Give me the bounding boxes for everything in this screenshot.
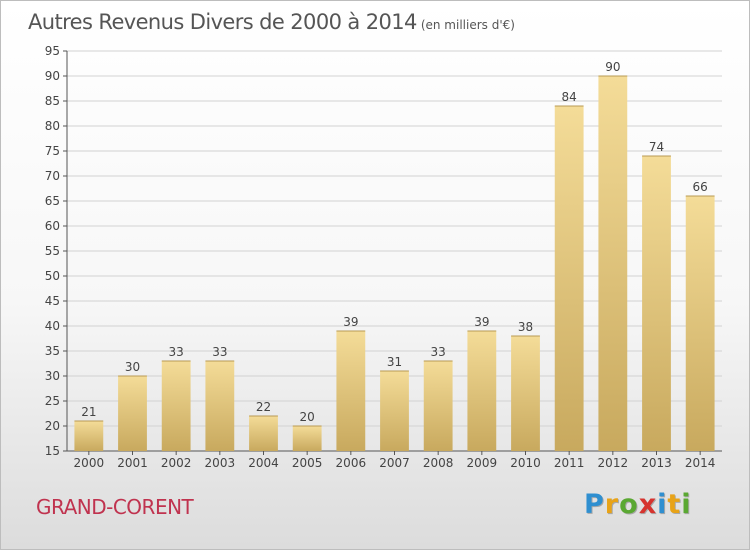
x-tick-label: 2005: [292, 456, 323, 470]
bar-value-label: 39: [343, 315, 358, 329]
bar-value-label: 90: [605, 60, 620, 74]
bar: [249, 416, 278, 451]
bar-value-label: 31: [387, 355, 402, 369]
x-tick-label: 2012: [598, 456, 629, 470]
bar-value-label: 66: [693, 180, 708, 194]
chart-unit: (en milliers d'€): [420, 18, 515, 32]
bar: [380, 371, 409, 451]
y-tick-label: 30: [45, 369, 60, 383]
y-tick-label: 40: [45, 319, 60, 333]
bar-value-label: 33: [212, 345, 227, 359]
logo-letter: i: [681, 489, 692, 520]
x-tick-label: 2013: [641, 456, 672, 470]
bar: [336, 331, 366, 451]
y-tick-label: 15: [45, 444, 60, 458]
bar: [511, 336, 540, 451]
y-tick-label: 70: [45, 169, 60, 183]
bar: [642, 156, 671, 451]
commune-name: GRAND-CORENT: [36, 495, 194, 519]
logo-letter: x: [638, 489, 658, 520]
y-tick-label: 50: [45, 269, 60, 283]
bar: [685, 196, 715, 451]
bar: [554, 106, 584, 451]
bar: [205, 361, 235, 451]
bar: [118, 376, 147, 451]
bar-value-label: 33: [431, 345, 446, 359]
logo-letter: o: [619, 489, 639, 520]
logo-letter: P: [584, 489, 605, 520]
x-tick-label: 2014: [685, 456, 716, 470]
y-tick-label: 80: [45, 119, 60, 133]
x-tick-label: 2004: [248, 456, 279, 470]
proxiti-logo: Proxiti: [584, 489, 692, 520]
chart-title: Autres Revenus Divers de 2000 à 2014 (en …: [28, 10, 515, 34]
bar-value-label: 84: [562, 90, 577, 104]
y-tick-label: 65: [45, 194, 60, 208]
bar-value-label: 74: [649, 140, 664, 154]
y-tick-label: 90: [45, 69, 60, 83]
x-tick-label: 2011: [554, 456, 585, 470]
y-tick-label: 95: [45, 44, 60, 58]
x-tick-label: 2003: [205, 456, 236, 470]
bar-value-label: 30: [125, 360, 140, 374]
bar: [161, 361, 191, 451]
bar: [598, 76, 628, 451]
y-tick-label: 85: [45, 94, 60, 108]
bar-value-label: 21: [81, 405, 96, 419]
x-tick-label: 2006: [336, 456, 367, 470]
bar-value-label: 38: [518, 320, 533, 334]
bar-value-label: 33: [169, 345, 184, 359]
y-tick-label: 45: [45, 294, 60, 308]
y-tick-label: 55: [45, 244, 60, 258]
x-tick-label: 2009: [467, 456, 498, 470]
logo-letter: t: [667, 489, 682, 520]
x-tick-label: 2002: [161, 456, 192, 470]
bar: [423, 361, 453, 451]
y-tick-label: 60: [45, 219, 60, 233]
bar-value-label: 22: [256, 400, 271, 414]
x-tick-label: 2010: [510, 456, 541, 470]
bar-value-label: 20: [300, 410, 315, 424]
bar: [467, 331, 497, 451]
chart-title-text: Autres Revenus Divers de 2000 à 2014: [28, 10, 417, 34]
bar-value-label: 39: [474, 315, 489, 329]
x-tick-label: 2001: [117, 456, 148, 470]
logo-letter: r: [604, 489, 620, 520]
bar: [74, 421, 104, 451]
y-tick-label: 35: [45, 344, 60, 358]
x-tick-label: 2007: [379, 456, 410, 470]
x-tick-label: 2000: [74, 456, 105, 470]
y-tick-label: 25: [45, 394, 60, 408]
y-tick-label: 75: [45, 144, 60, 158]
y-tick-label: 20: [45, 419, 60, 433]
bar: [292, 426, 322, 451]
x-tick-label: 2008: [423, 456, 454, 470]
logo-letter: i: [657, 489, 668, 520]
